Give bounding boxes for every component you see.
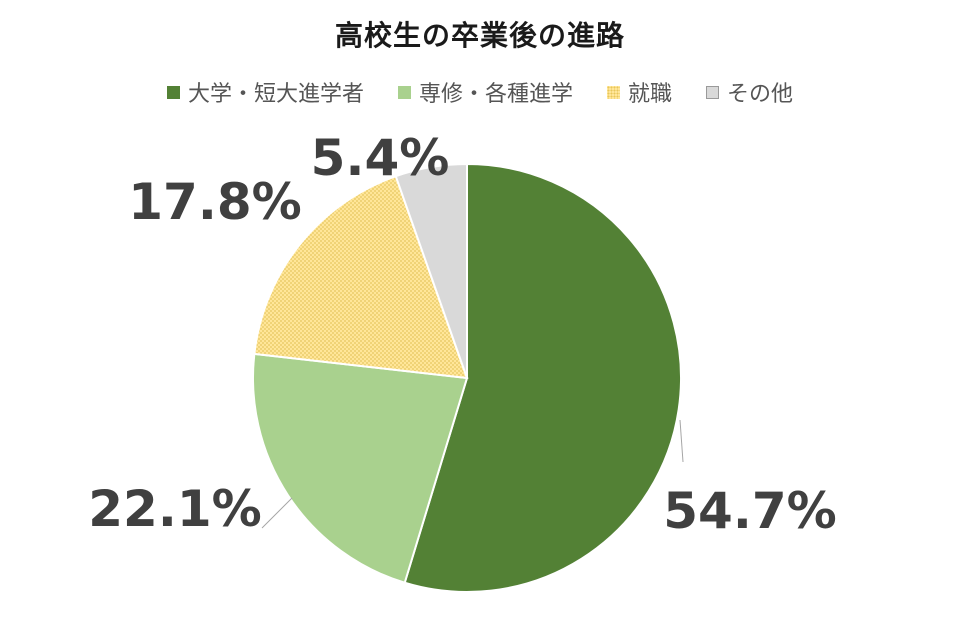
slice-other <box>394 162 468 379</box>
data-label-university: 54.7% <box>663 482 836 540</box>
data-label-employment: 17.8% <box>128 173 301 231</box>
slice-vocational <box>252 352 469 584</box>
legend-item-vocational: 専修・各種進学 <box>397 76 573 108</box>
legend-swatch-employment <box>607 85 620 99</box>
legend-label-employment: 就職 <box>628 82 673 107</box>
chart-legend: 大学・短大進学者 専修・各種進学 就職 その他 <box>0 76 960 108</box>
data-label-other: 5.4% <box>311 129 450 187</box>
chart-title: 高校生の卒業後の進路 <box>334 19 625 52</box>
legend-label-university: 大学・短大進学者 <box>187 82 364 107</box>
legend-swatch-vocational <box>397 85 411 99</box>
slice-employment <box>253 174 469 380</box>
legend-item-university: 大学・短大進学者 <box>166 76 364 108</box>
legend-item-employment: 就職 <box>607 76 672 108</box>
legend-swatch-other <box>706 85 720 99</box>
slice-university <box>403 162 682 593</box>
legend-label-vocational: 専修・各種進学 <box>418 82 573 107</box>
leader-line-vocational <box>261 497 293 529</box>
data-label-vocational: 22.1% <box>88 480 261 538</box>
leader-line-university <box>679 419 684 463</box>
legend-swatch-university <box>166 85 180 99</box>
legend-item-other: その他 <box>706 76 793 108</box>
legend-label-other: その他 <box>727 82 794 107</box>
